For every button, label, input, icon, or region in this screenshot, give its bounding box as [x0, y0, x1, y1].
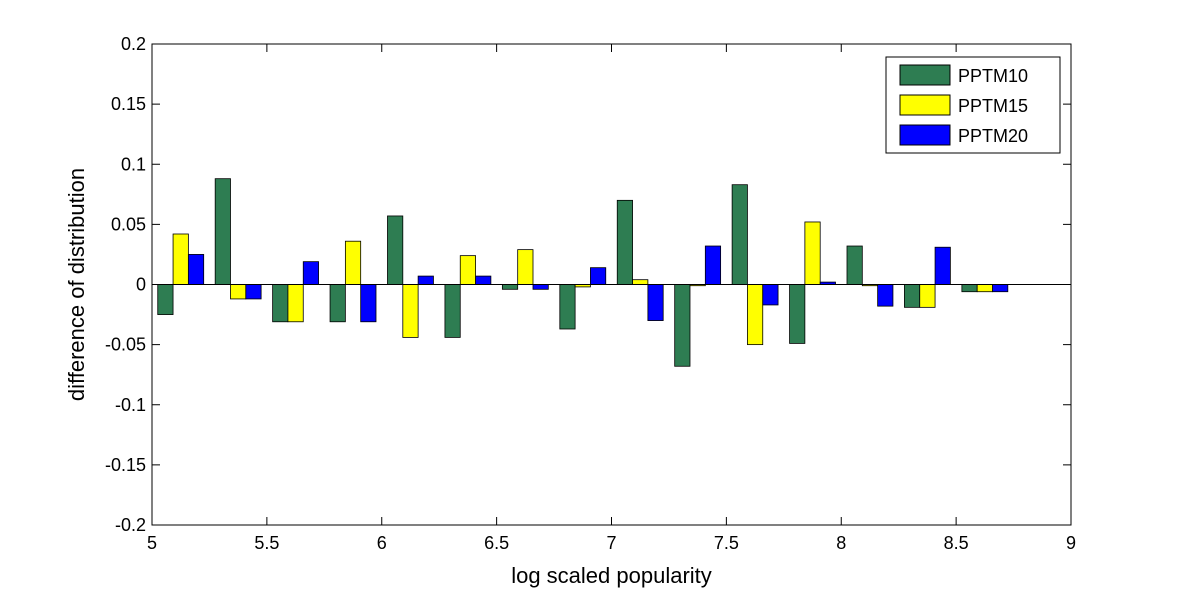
y-tick-label: 0.15: [111, 94, 146, 114]
bar-pptm20-12: [877, 284, 894, 307]
bar-pptm20-2: [302, 261, 319, 285]
bar-pptm10-3: [329, 284, 346, 323]
bar-pptm10-8: [616, 199, 633, 285]
y-tick-label: 0.1: [121, 154, 146, 174]
bar-pptm10-2: [272, 284, 289, 323]
bar-pptm15-13: [919, 284, 936, 308]
x-tick-label: 9: [1066, 533, 1076, 553]
bar-pptm20-0: [187, 254, 205, 285]
bars-group: [157, 178, 1009, 367]
bar-pptm10-5: [444, 284, 461, 338]
y-tick-label: -0.1: [115, 395, 146, 415]
legend-swatch-pptm10: [899, 64, 951, 86]
bar-pptm15-14: [976, 284, 993, 293]
legend-label-pptm10: PPTM10: [958, 66, 1028, 86]
bar-pptm10-11: [789, 284, 806, 344]
bar-pptm20-3: [360, 284, 377, 323]
x-tick-label: 8: [836, 533, 846, 553]
y-tick-label: 0.05: [111, 214, 146, 234]
bar-pptm20-8: [647, 284, 664, 321]
bar-pptm15-6: [517, 249, 534, 285]
bar-pptm20-10: [762, 284, 779, 306]
x-axis-title: log scaled popularity: [511, 563, 712, 588]
bar-pptm20-7: [590, 267, 607, 285]
bar-pptm15-0: [172, 233, 189, 285]
bar-pptm20-1: [245, 284, 262, 300]
bar-pptm10-13: [904, 284, 921, 308]
bar-pptm20-5: [475, 275, 492, 285]
bar-pptm10-4: [387, 215, 404, 285]
x-tick-label: 6: [377, 533, 387, 553]
bar-pptm10-12: [846, 245, 863, 285]
legend-swatch-pptm15: [899, 94, 951, 116]
bar-pptm15-3: [344, 240, 362, 285]
y-tick-label: -0.2: [115, 515, 146, 535]
bar-pptm10-14: [961, 284, 978, 293]
bar-pptm15-1: [230, 284, 247, 300]
bar-pptm15-5: [459, 255, 476, 285]
x-tick-label: 5.5: [254, 533, 279, 553]
y-axis-title: difference of distribution: [64, 168, 89, 401]
legend-label-pptm15: PPTM15: [958, 96, 1028, 116]
y-axis: 0.2 0.15 0.1 0.05 0 -0.05 -0.1 -0.15 -0.2: [105, 34, 1071, 535]
x-axis: 5 5.5 6 6.5 7 7.5 8 8.5 9: [147, 44, 1076, 553]
legend-swatch-pptm20: [899, 124, 951, 146]
bar-pptm10-10: [731, 184, 748, 285]
bar-pptm20-4: [417, 275, 434, 285]
x-tick-label: 7: [606, 533, 616, 553]
bar-pptm20-6: [532, 284, 549, 290]
bar-pptm15-11: [804, 221, 821, 285]
y-tick-label: 0: [136, 275, 146, 295]
bar-pptm20-14: [992, 284, 1009, 293]
x-tick-label: 8.5: [944, 533, 969, 553]
bar-pptm10-6: [501, 284, 519, 290]
x-tick-label: 5: [147, 533, 157, 553]
bar-pptm20-13: [934, 246, 951, 285]
bar-pptm15-4: [402, 284, 419, 338]
bar-pptm10-9: [674, 284, 691, 367]
legend: PPTM10 PPTM15 PPTM20: [885, 56, 1061, 154]
bar-pptm20-9: [704, 245, 722, 285]
legend-label-pptm20: PPTM20: [958, 126, 1028, 146]
y-tick-label: -0.05: [105, 335, 146, 355]
bar-pptm15-2: [287, 284, 304, 323]
x-tick-label: 7.5: [714, 533, 739, 553]
bar-pptm10-7: [559, 284, 576, 330]
y-tick-label: 0.2: [121, 34, 146, 54]
bar-pptm15-8: [632, 279, 649, 285]
y-tick-label: -0.15: [105, 455, 146, 475]
bar-pptm10-0: [157, 284, 174, 315]
bar-pptm15-10: [747, 284, 764, 346]
x-tick-label: 6.5: [484, 533, 509, 553]
bar-pptm10-1: [214, 178, 231, 285]
